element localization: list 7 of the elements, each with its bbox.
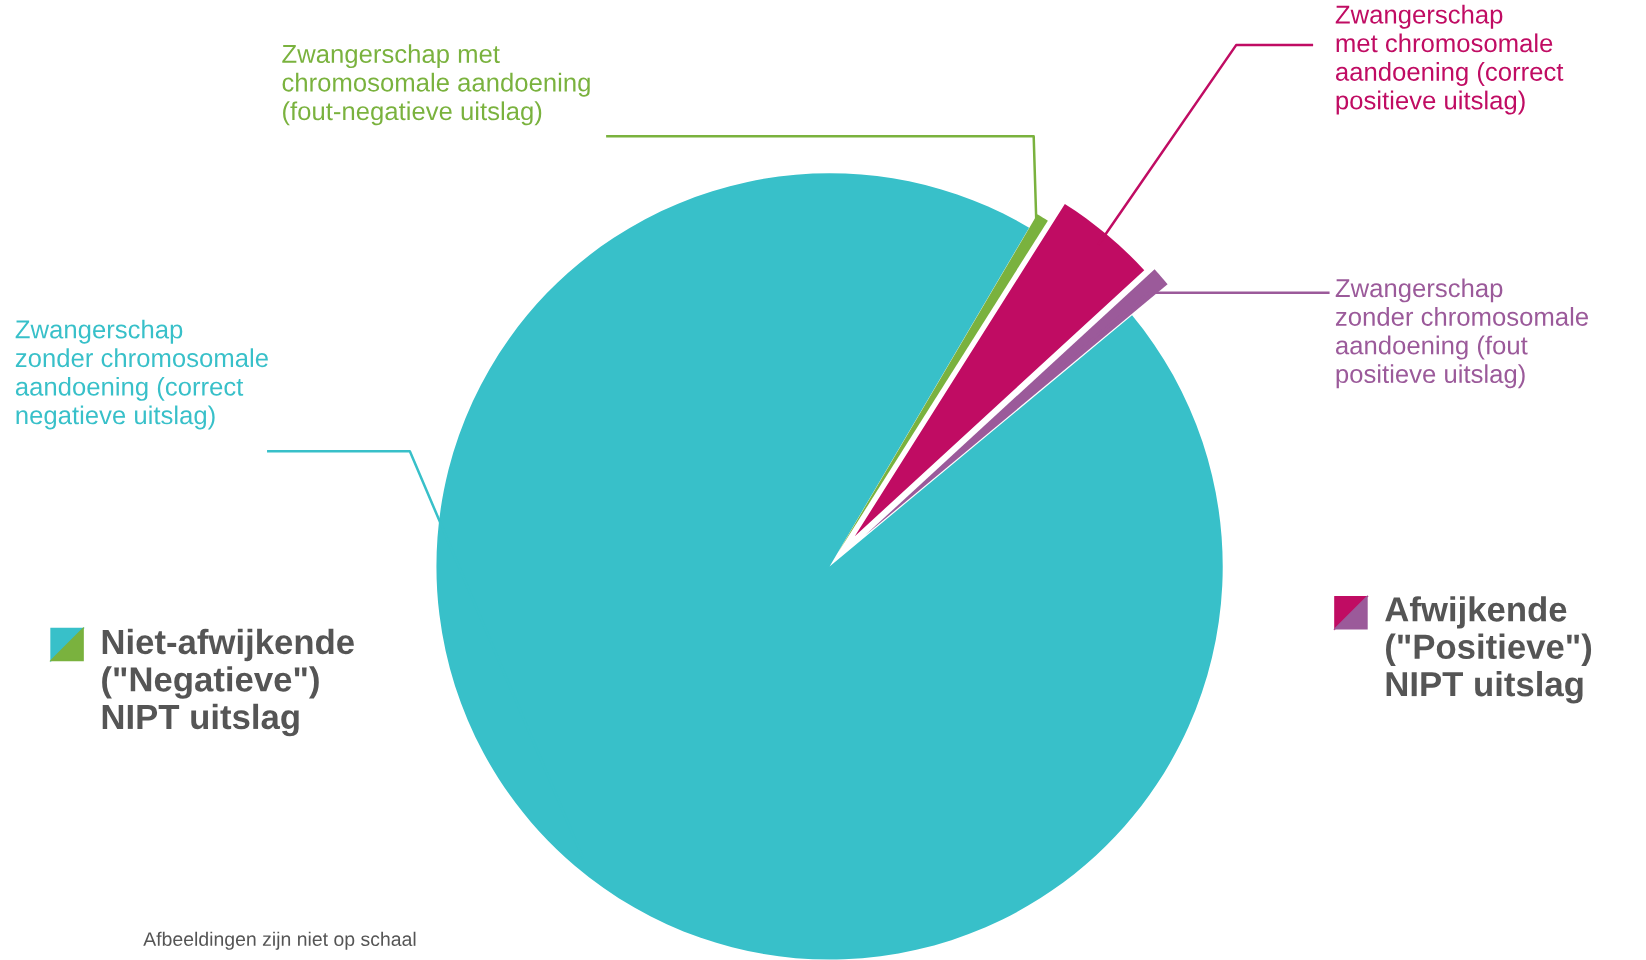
slice-label: Zwangerschap zonder chromosomale aandoening (correct negatieve uitslag) xyxy=(15,319,268,430)
slice-label: Zwangerschap met chromosomale aandoening (fout-negatieve uitslag) xyxy=(282,44,590,126)
text: Afwijkende ("Positieve") NIPT uitslag xyxy=(1385,596,1592,704)
text: Niet-afwijkende ("Negatieve") NIPT uitslag xyxy=(102,628,354,737)
slice-label: Zwangerschap met chromosomale aandoening (correct positieve uitslag) xyxy=(1335,4,1564,115)
slice-label: Zwangerschap zonder chromosomale aandoening (fout positieve uitslag) xyxy=(1335,278,1588,389)
text: Afbeeldingen zijn niet op schaal xyxy=(143,931,416,950)
